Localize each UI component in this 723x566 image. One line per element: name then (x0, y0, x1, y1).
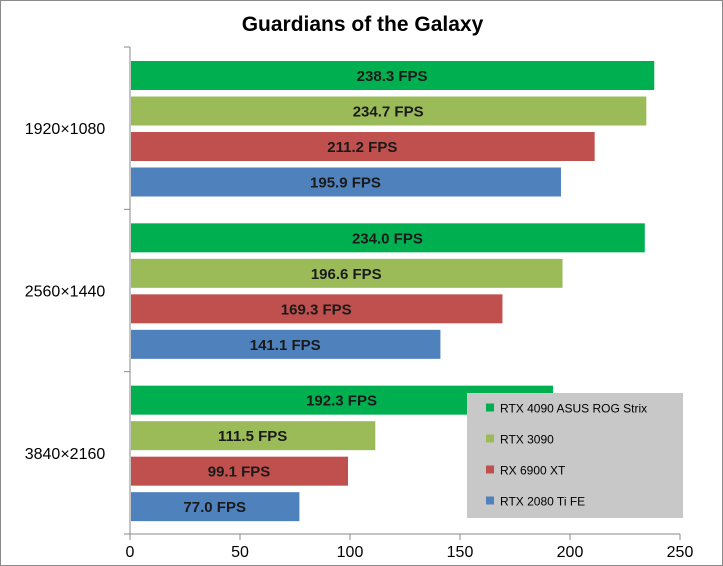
bar-rtx-2080-ti-fe (131, 492, 300, 522)
bar-data-label: 192.3 FPS (306, 393, 377, 410)
category-label: 2560×1440 (25, 284, 106, 301)
bar-rtx-3090 (131, 258, 563, 288)
legend-label: RTX 3090 (500, 433, 554, 447)
bar-rx-6900-xt (131, 456, 349, 486)
legend-label: RTX 2080 Ti FE (500, 495, 585, 509)
value-tick-label: 250 (667, 544, 694, 561)
category-label: 1920×1080 (25, 121, 106, 138)
category-label: 3840×2160 (25, 446, 106, 463)
bar-data-label: 234.0 FPS (352, 230, 423, 247)
legend-swatch-rtx-2080-ti-fe (486, 496, 494, 505)
bar-data-label: 99.1 FPS (208, 464, 271, 481)
legend-swatch-rx-6900-xt (486, 465, 494, 474)
bar-data-label: 77.0 FPS (183, 499, 246, 516)
bar-rtx-4090-asus-rog-strix (131, 61, 655, 90)
bar-rtx-3090 (131, 96, 647, 126)
bar-rx-6900-xt (131, 132, 595, 161)
chart-title: Guardians of the Galaxy (241, 13, 484, 36)
bar-rx-6900-xt (131, 294, 503, 324)
bar-data-label: 169.3 FPS (281, 301, 352, 318)
legend-box (467, 393, 683, 518)
value-tick-label: 0 (126, 544, 135, 561)
legend-swatch-rtx-4090-asus-rog-strix (486, 403, 494, 412)
bar-data-label: 234.7 FPS (353, 104, 424, 121)
bar-data-label: 195.9 FPS (310, 175, 381, 192)
bar-data-label: 211.2 FPS (327, 139, 397, 156)
bar-data-label: 196.6 FPS (311, 266, 382, 283)
legend-label: RTX 4090 ASUS ROG Strix (500, 402, 647, 416)
bar-rtx-2080-ti-fe (131, 329, 441, 359)
bar-data-label: 238.3 FPS (357, 68, 428, 85)
bar-rtx-2080-ti-fe (131, 167, 561, 197)
legend-label: RX 6900 XT (500, 464, 566, 478)
bar-data-label: 141.1 FPS (250, 337, 321, 354)
value-tick-label: 50 (231, 544, 249, 561)
value-tick-label: 150 (447, 544, 474, 561)
bar-rtx-3090 (131, 421, 376, 451)
value-tick-label: 100 (337, 544, 364, 561)
bar-rtx-4090-asus-rog-strix (131, 223, 645, 253)
bar-data-label: 111.5 FPS (218, 428, 287, 445)
legend-swatch-rtx-3090 (486, 434, 494, 443)
value-tick-label: 200 (557, 544, 584, 561)
